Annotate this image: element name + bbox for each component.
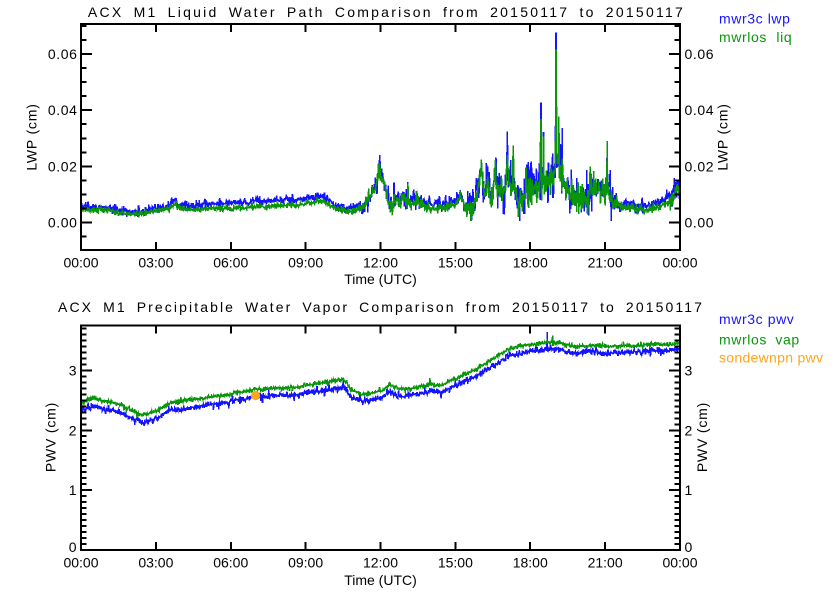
svg-text:09:00: 09:00 <box>288 255 323 271</box>
svg-text:0.02: 0.02 <box>685 158 715 174</box>
svg-text:15:00: 15:00 <box>438 555 473 571</box>
svg-text:sondewnpn pwv: sondewnpn pwv <box>719 350 823 366</box>
svg-text:PWV (cm): PWV (cm) <box>694 402 710 472</box>
svg-text:PWV (cm): PWV (cm) <box>43 402 59 472</box>
svg-text:3: 3 <box>685 362 693 378</box>
svg-text:3: 3 <box>69 362 77 378</box>
svg-text:03:00: 03:00 <box>138 255 173 271</box>
svg-text:mwr3c lwp: mwr3c lwp <box>719 11 791 27</box>
svg-text:0: 0 <box>69 539 77 555</box>
svg-text:15:00: 15:00 <box>438 255 473 271</box>
svg-text:0.04: 0.04 <box>685 102 715 118</box>
svg-text:06:00: 06:00 <box>213 255 248 271</box>
svg-text:12:00: 12:00 <box>363 255 398 271</box>
svg-text:LWP (cm): LWP (cm) <box>715 103 731 170</box>
svg-text:2: 2 <box>69 422 77 438</box>
svg-text:1: 1 <box>69 482 77 498</box>
svg-text:0.00: 0.00 <box>685 215 715 231</box>
svg-text:00:00: 00:00 <box>662 255 697 271</box>
svg-text:1: 1 <box>685 482 693 498</box>
svg-text:mwr3c pwv: mwr3c pwv <box>719 311 794 327</box>
svg-text:21:00: 21:00 <box>588 255 623 271</box>
svg-text:0: 0 <box>685 539 693 555</box>
svg-text:09:00: 09:00 <box>288 555 323 571</box>
svg-text:0.06: 0.06 <box>685 46 715 62</box>
svg-text:2: 2 <box>685 422 693 438</box>
svg-text:06:00: 06:00 <box>213 555 248 571</box>
svg-text:Time (UTC): Time (UTC) <box>344 271 417 287</box>
svg-text:21:00: 21:00 <box>588 555 623 571</box>
svg-text:12:00: 12:00 <box>363 555 398 571</box>
svg-text:0.04: 0.04 <box>48 102 78 118</box>
svg-text:mwrlos liq: mwrlos liq <box>719 29 792 45</box>
svg-text:0.00: 0.00 <box>48 215 78 231</box>
svg-text:mwrlos vap: mwrlos vap <box>719 332 800 348</box>
svg-text:00:00: 00:00 <box>63 255 98 271</box>
svg-text:0.06: 0.06 <box>48 46 78 62</box>
svg-text:0.02: 0.02 <box>48 158 78 174</box>
svg-text:ACX M1 Liquid Water Path Compa: ACX M1 Liquid Water Path Comparison from… <box>88 4 685 20</box>
svg-text:18:00: 18:00 <box>513 555 548 571</box>
svg-text:18:00: 18:00 <box>513 255 548 271</box>
svg-text:00:00: 00:00 <box>662 555 697 571</box>
svg-text:Time (UTC): Time (UTC) <box>344 572 417 588</box>
svg-text:LWP (cm): LWP (cm) <box>24 103 40 170</box>
svg-text:03:00: 03:00 <box>138 555 173 571</box>
svg-text:00:00: 00:00 <box>63 555 98 571</box>
svg-text:ACX M1 Precipitable Water Vapo: ACX M1 Precipitable Water Vapor Comparis… <box>58 299 704 315</box>
